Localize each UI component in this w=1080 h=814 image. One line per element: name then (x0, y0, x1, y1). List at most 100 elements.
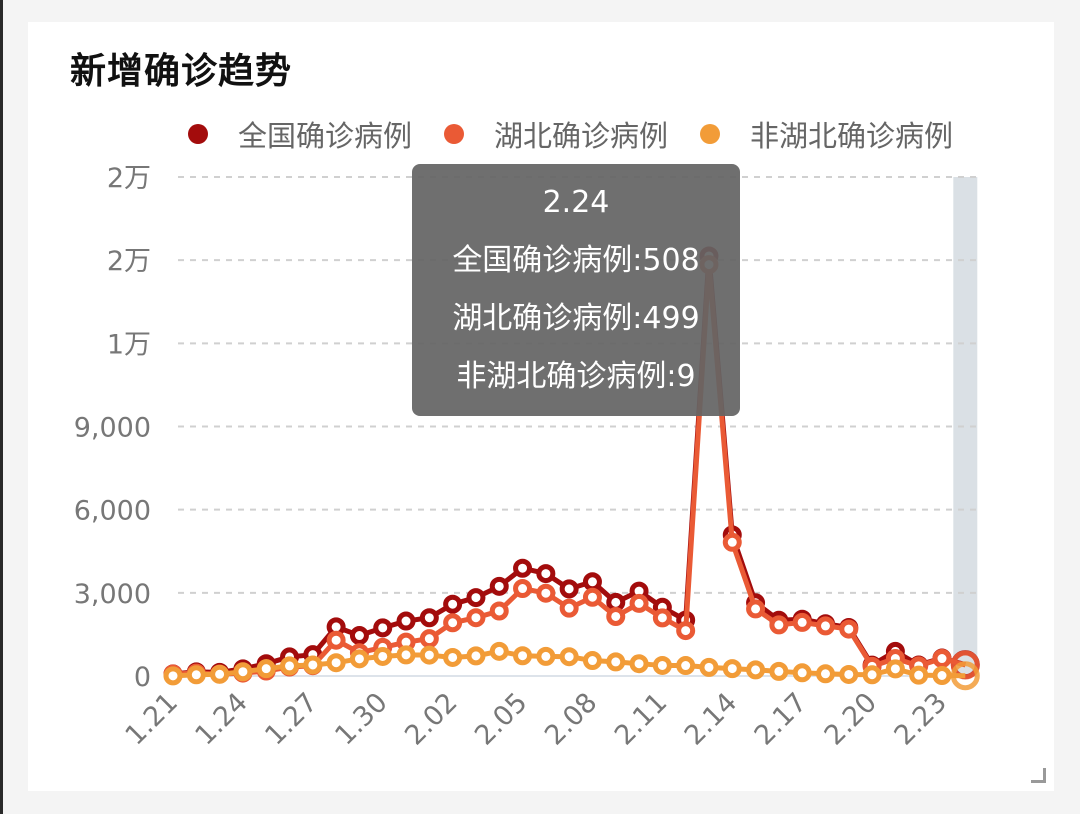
x-axis-tick-label: 2.14 (679, 687, 743, 751)
series-hubei-point[interactable] (722, 532, 742, 552)
series-non-hubei-point[interactable] (280, 656, 300, 676)
series-non-hubei-point[interactable] (699, 657, 719, 677)
series-hubei-point[interactable] (769, 615, 789, 635)
legend-label: 全国确诊病例 (238, 119, 413, 153)
series-national-point[interactable] (443, 594, 463, 614)
series-hubei-point[interactable] (839, 619, 859, 639)
series-national-point[interactable] (373, 618, 393, 638)
tooltip-non-hubei: 非湖北确诊病例:9 (456, 359, 696, 394)
series-non-hubei-point[interactable] (396, 645, 416, 665)
series-non-hubei-point[interactable] (303, 655, 323, 675)
y-axis-tick-label: 1万 (107, 329, 151, 360)
legend-item-hubei[interactable]: 湖北确诊病例 (444, 113, 668, 155)
series-non-hubei-point[interactable] (839, 664, 859, 684)
series-non-hubei-point[interactable] (559, 647, 579, 667)
series-non-hubei-point[interactable] (186, 665, 206, 685)
series-non-hubei-point[interactable] (652, 655, 672, 675)
x-axis-tick-label: 2.23 (889, 687, 953, 751)
series-national-point[interactable] (466, 588, 486, 608)
series-non-hubei-point[interactable] (489, 641, 509, 661)
series-hubei-point[interactable] (932, 649, 952, 669)
series-non-hubei-point[interactable] (932, 666, 952, 686)
legend-dot-icon (188, 124, 208, 144)
series-non-hubei-point[interactable] (815, 664, 835, 684)
x-axis-tick-label: 2.20 (819, 687, 883, 751)
series-hubei-point[interactable] (652, 608, 672, 628)
series-non-hubei-point[interactable] (950, 661, 980, 691)
x-axis-tick-label: 1.21 (120, 687, 184, 751)
series-non-hubei-point[interactable] (419, 645, 439, 665)
tooltip-hubei: 湖北确诊病例:499 (452, 301, 700, 336)
series-non-hubei-point[interactable] (676, 656, 696, 676)
series-non-hubei-point[interactable] (582, 651, 602, 671)
series-non-hubei-point[interactable] (326, 653, 346, 673)
series-hubei-point[interactable] (326, 630, 346, 650)
x-axis-tick-label: 2.17 (749, 687, 813, 751)
x-axis-tick-label: 2.02 (399, 687, 463, 751)
series-non-hubei-point[interactable] (722, 659, 742, 679)
y-axis-tick-label: 0 (134, 662, 151, 693)
legend-label: 非湖北确诊病例 (750, 119, 954, 153)
x-axis-tick-label: 1.30 (329, 687, 393, 751)
series-hubei-point[interactable] (419, 629, 439, 649)
series-hubei-point[interactable] (676, 621, 696, 641)
series-national-point[interactable] (582, 572, 602, 592)
series-hubei-point[interactable] (792, 612, 812, 632)
y-axis-tick-label: 9,000 (74, 413, 151, 444)
series-hubei-point[interactable] (536, 583, 556, 603)
series-hubei-point[interactable] (746, 599, 766, 619)
chart-legend: 全国确诊病例 湖北确诊病例 非湖北确诊病例 (188, 114, 985, 154)
series-hubei-point[interactable] (606, 606, 626, 626)
series-non-hubei-point[interactable] (256, 659, 276, 679)
series-national-point[interactable] (536, 564, 556, 584)
series-national-point[interactable] (396, 611, 416, 631)
series-non-hubei-point[interactable] (233, 662, 253, 682)
y-axis-tick-label: 2万 (107, 246, 151, 277)
series-non-hubei-point[interactable] (769, 661, 789, 681)
series-hubei-point[interactable] (466, 608, 486, 628)
series-non-hubei-point[interactable] (909, 665, 929, 685)
legend-label: 湖北确诊病例 (494, 119, 669, 153)
series-national-point[interactable] (349, 626, 369, 646)
series-hubei-point[interactable] (513, 579, 533, 599)
legend-dot-icon (444, 124, 465, 144)
y-axis-tick-label: 2万 (107, 163, 151, 194)
x-axis-tick-label: 2.08 (539, 687, 603, 751)
series-national-point[interactable] (559, 579, 579, 599)
x-axis-tick-label: 1.27 (259, 687, 323, 751)
series-non-hubei-point[interactable] (466, 646, 486, 666)
series-non-hubei-point[interactable] (862, 665, 882, 685)
series-hubei-point[interactable] (815, 616, 835, 636)
series-hubei-point[interactable] (489, 601, 509, 621)
series-non-hubei-point[interactable] (536, 646, 556, 666)
series-hubei-point[interactable] (582, 587, 602, 607)
series-hubei-point[interactable] (443, 613, 463, 633)
series-national-point[interactable] (419, 608, 439, 628)
chart-title: 新增确诊趋势 (70, 51, 293, 92)
series-non-hubei-point[interactable] (210, 664, 230, 684)
resize-handle-icon[interactable] (1031, 768, 1046, 783)
y-axis-tick-label: 3,000 (74, 579, 151, 610)
legend-dot-icon (700, 124, 721, 144)
series-non-hubei-point[interactable] (513, 646, 533, 666)
y-axis-tick-label: 6,000 (74, 496, 151, 527)
series-non-hubei-point[interactable] (792, 663, 812, 683)
series-non-hubei-point[interactable] (373, 646, 393, 666)
series-hubei-point[interactable] (629, 593, 649, 613)
series-non-hubei-point[interactable] (163, 666, 183, 686)
series-non-hubei-point[interactable] (629, 654, 649, 674)
series-non-hubei-point[interactable] (349, 649, 369, 669)
series-national-point[interactable] (489, 576, 509, 596)
series-non-hubei-point[interactable] (885, 659, 905, 679)
x-axis-tick-label: 2.11 (609, 687, 673, 751)
series-non-hubei-point[interactable] (443, 647, 463, 667)
series-non-hubei-point[interactable] (746, 660, 766, 680)
series-hubei-point[interactable] (950, 650, 980, 680)
window-edge (0, 0, 3, 814)
legend-item-non-hubei[interactable]: 非湖北确诊病例 (700, 113, 953, 155)
series-hubei-point[interactable] (559, 598, 579, 618)
series-national-point[interactable] (513, 558, 533, 578)
legend-item-national[interactable]: 全国确诊病例 (188, 113, 412, 155)
series-non-hubei-point[interactable] (606, 652, 626, 672)
